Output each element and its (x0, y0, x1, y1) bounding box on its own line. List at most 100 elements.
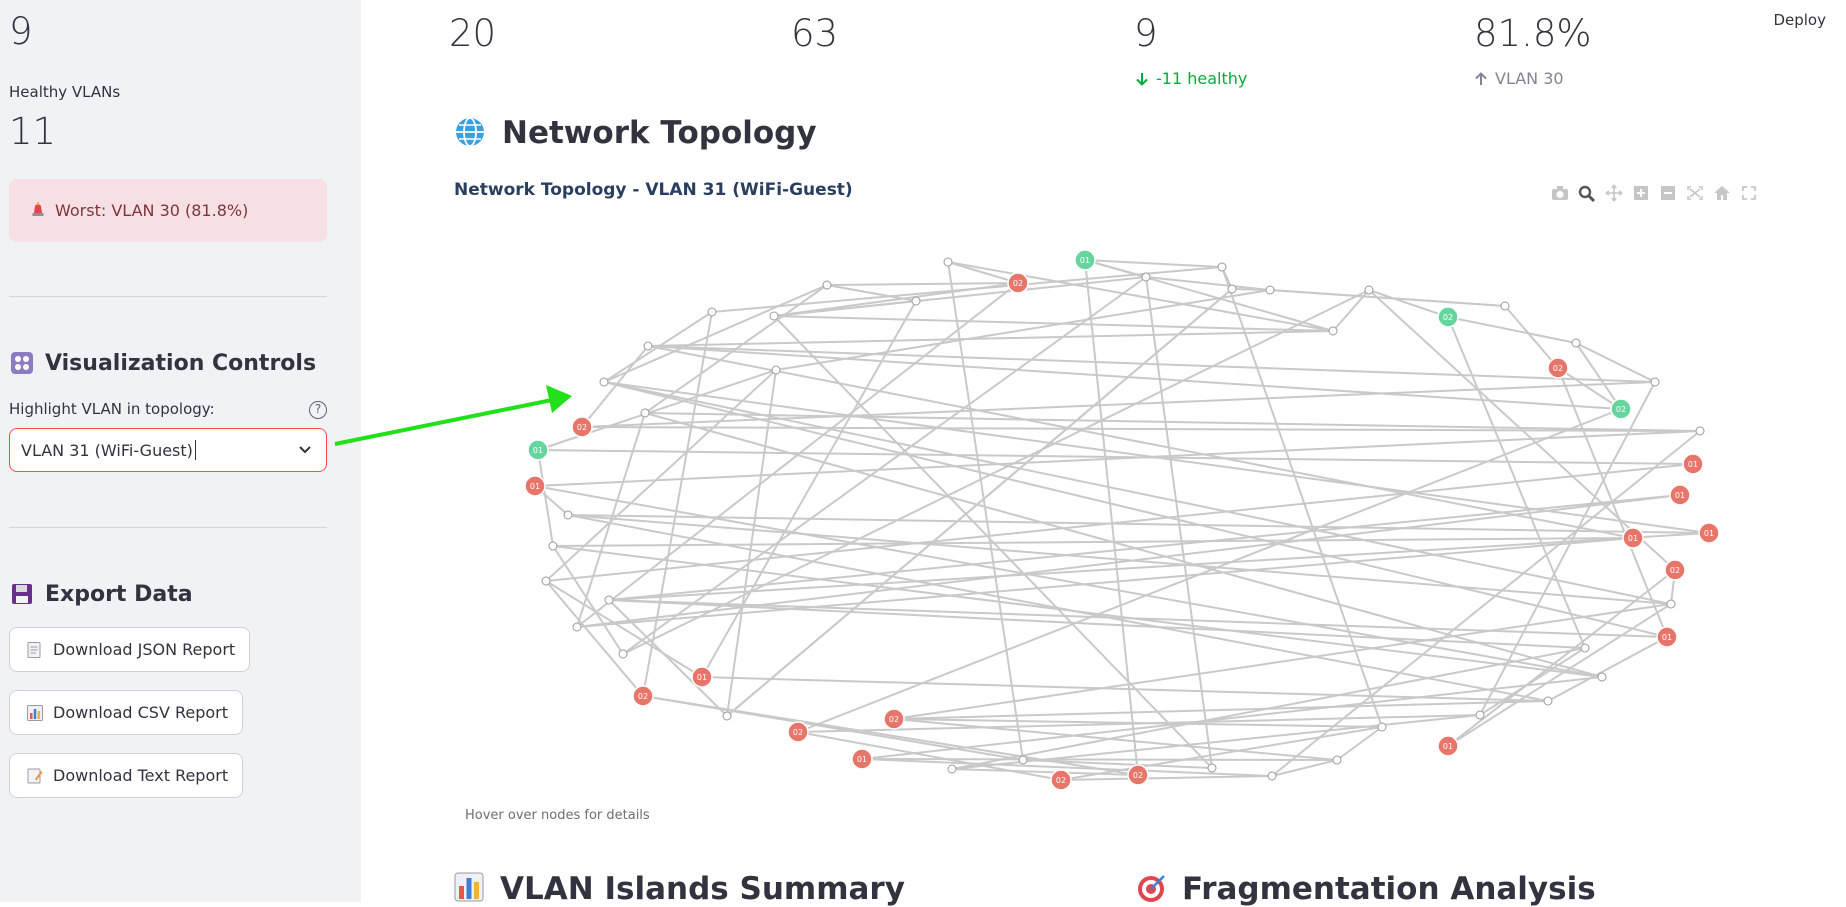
problem-node[interactable]: 01 (1669, 484, 1691, 506)
download-csv-button[interactable]: Download CSV Report (9, 690, 244, 735)
topology-edge (545, 369, 777, 582)
problem-node[interactable]: 01 (1437, 735, 1459, 757)
fullscreen-icon[interactable] (1739, 184, 1761, 204)
home-icon[interactable] (1712, 184, 1734, 204)
topology-edge (1084, 259, 1139, 776)
topology-node[interactable] (1597, 672, 1607, 682)
node-label: 02 (1553, 364, 1563, 373)
topology-edge (711, 266, 1223, 313)
topology-node[interactable] (722, 711, 732, 721)
help-icon[interactable]: ? (309, 401, 327, 419)
problem-node[interactable]: 01 (524, 475, 546, 497)
topology-node[interactable] (947, 764, 957, 774)
topology-node[interactable] (618, 649, 628, 659)
highlighted-node[interactable]: 02 (1610, 398, 1632, 420)
chevron-down-icon[interactable] (297, 441, 313, 461)
topology-node[interactable] (911, 296, 921, 306)
delta-text: VLAN 30 (1495, 69, 1564, 88)
floppy-disk-icon (9, 581, 35, 607)
highlight-vlan-select[interactable]: VLAN 31 (WiFi-Guest) (9, 428, 327, 472)
problem-node[interactable]: 02 (883, 708, 905, 730)
topology-node[interactable] (943, 257, 953, 267)
autoscale-icon[interactable] (1685, 184, 1707, 204)
topology-node[interactable] (822, 280, 832, 290)
topology-edge (576, 282, 1019, 628)
topology-edge (1575, 342, 1656, 383)
topology-edge (1368, 289, 1676, 571)
topology-node[interactable] (771, 365, 781, 375)
export-data-heading: Export Data (9, 581, 193, 607)
topology-node[interactable] (1377, 722, 1387, 732)
topology-node[interactable] (1332, 755, 1342, 765)
topology-node[interactable] (1265, 285, 1275, 295)
problem-node[interactable]: 01 (1656, 626, 1678, 648)
problem-node[interactable]: 01 (1682, 453, 1704, 475)
highlighted-node[interactable]: 01 (1074, 249, 1096, 271)
topology-node[interactable] (604, 595, 614, 605)
zoom-icon[interactable] (1577, 184, 1599, 204)
deploy-button[interactable]: Deploy (1773, 11, 1826, 29)
camera-icon[interactable] (1550, 184, 1572, 204)
download-json-button[interactable]: Download JSON Report (9, 627, 251, 672)
topology-node[interactable] (541, 576, 551, 586)
topology-node[interactable] (563, 510, 573, 520)
node-label: 01 (1628, 534, 1638, 543)
topology-node[interactable] (572, 622, 582, 632)
topology-node[interactable] (1141, 272, 1151, 282)
problem-node[interactable]: 02 (1007, 272, 1029, 294)
topology-node[interactable] (769, 311, 779, 321)
topology-node[interactable] (599, 377, 609, 387)
topology-node[interactable] (1500, 301, 1510, 311)
topology-node[interactable] (1650, 377, 1660, 387)
topology-node[interactable] (1543, 696, 1553, 706)
highlighted-node[interactable]: 01 (527, 439, 549, 461)
pan-icon[interactable] (1604, 184, 1626, 204)
metric-delta-healthy: -11 healthy (1134, 69, 1247, 88)
topology-node[interactable] (1475, 710, 1485, 720)
problem-node[interactable]: 01 (851, 748, 873, 770)
download-text-button[interactable]: Download Text Report (9, 753, 244, 798)
highlighted-node[interactable]: 02 (1437, 306, 1459, 328)
problem-node[interactable]: 02 (1664, 559, 1686, 581)
problem-node[interactable]: 01 (691, 666, 713, 688)
problem-node[interactable]: 01 (1622, 527, 1644, 549)
topology-edge (1557, 367, 1622, 410)
divider (9, 527, 327, 528)
zoom-out-icon[interactable] (1658, 184, 1680, 204)
download-text-label: Download Text Report (53, 766, 229, 785)
topology-node[interactable] (1227, 284, 1237, 294)
topology-node[interactable] (1018, 755, 1028, 765)
node-label: 02 (793, 728, 803, 737)
topology-node[interactable] (1207, 763, 1217, 773)
topology-node[interactable] (1328, 326, 1338, 336)
problem-node[interactable]: 01 (1698, 522, 1720, 544)
topology-node[interactable] (1217, 262, 1227, 272)
topology-edge (647, 345, 1634, 539)
topology-node[interactable] (1695, 426, 1705, 436)
problem-node[interactable]: 02 (1127, 764, 1149, 786)
topology-edge (576, 537, 1634, 628)
topology-node[interactable] (707, 307, 717, 317)
topology-node[interactable] (1267, 771, 1277, 781)
topology-edge (1447, 316, 1577, 344)
problem-node[interactable]: 02 (787, 721, 809, 743)
problem-node[interactable]: 02 (571, 416, 593, 438)
network-topology-title: Network Topology (502, 115, 817, 151)
topology-node[interactable] (640, 408, 650, 418)
bar-chart-icon (454, 872, 488, 906)
vlan-islands-title: VLAN Islands Summary (500, 871, 905, 907)
topology-edge (647, 330, 1334, 347)
problem-node[interactable]: 02 (1050, 769, 1072, 791)
topology-node[interactable] (1666, 599, 1676, 609)
topology-edge (861, 758, 1338, 761)
topology-node[interactable] (548, 541, 558, 551)
zoom-in-icon[interactable] (1631, 184, 1653, 204)
problem-node[interactable]: 02 (632, 685, 654, 707)
node-label: 01 (1688, 460, 1698, 469)
topology-node[interactable] (1364, 285, 1374, 295)
problem-node[interactable]: 02 (1547, 357, 1569, 379)
topology-node[interactable] (643, 341, 653, 351)
topology-node[interactable] (1571, 338, 1581, 348)
topology-node[interactable] (1580, 643, 1590, 653)
